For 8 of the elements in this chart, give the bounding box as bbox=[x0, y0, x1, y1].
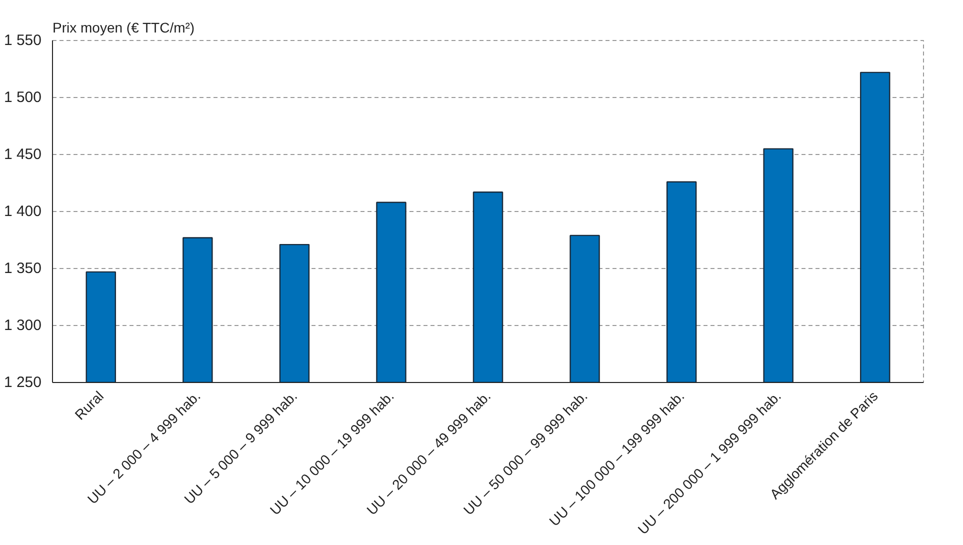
y-tick-label: 1 350 bbox=[4, 260, 42, 277]
y-axis-title: Prix moyen (€ TTC/m²) bbox=[52, 20, 195, 36]
y-tick-label: 1 250 bbox=[4, 374, 42, 391]
y-tick-label: 1 550 bbox=[4, 32, 42, 49]
y-tick-label: 1 500 bbox=[4, 89, 42, 106]
y-tick-label: 1 400 bbox=[4, 203, 42, 220]
y-tick-label: 1 450 bbox=[4, 146, 42, 163]
y-tick-label: 1 300 bbox=[4, 317, 42, 334]
